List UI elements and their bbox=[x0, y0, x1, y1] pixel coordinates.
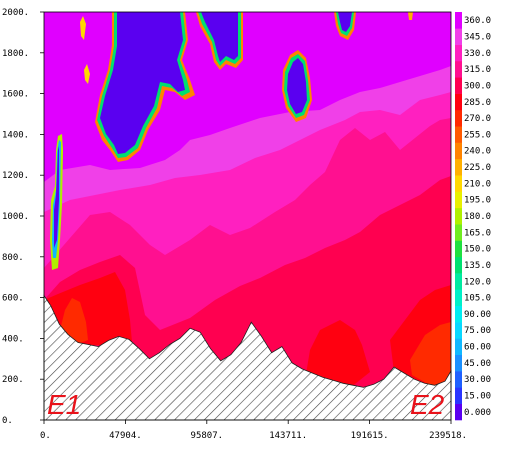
colorbar-swatch bbox=[455, 273, 462, 290]
colorbar-swatch bbox=[455, 289, 462, 307]
x-tick-label: 47904. bbox=[109, 431, 142, 441]
colorbar-swatch bbox=[455, 142, 462, 160]
terrain bbox=[43, 294, 452, 421]
colorbar-swatch bbox=[455, 224, 462, 241]
colorbar-label: 15.00 bbox=[464, 392, 491, 402]
colorbar-label: 315.0 bbox=[464, 65, 491, 75]
colorbar-swatch bbox=[455, 305, 462, 323]
field-speck-2 bbox=[84, 64, 90, 84]
field-band-270b bbox=[410, 322, 451, 390]
colorbar-swatch bbox=[455, 207, 462, 225]
colorbar-label: 105.0 bbox=[464, 294, 491, 304]
colorbar-label: 345.0 bbox=[464, 32, 491, 42]
colorbar-swatch bbox=[455, 44, 462, 62]
colorbar-label: 270.0 bbox=[464, 114, 491, 124]
y-tick-label: 400. bbox=[2, 334, 24, 344]
colorbar-label: 165.0 bbox=[464, 228, 491, 238]
colorbar-swatch bbox=[455, 191, 462, 209]
field-speck-1 bbox=[80, 16, 86, 40]
label-e2: E2 bbox=[410, 389, 445, 420]
x-tick-label: 143711. bbox=[269, 431, 307, 441]
x-tick-label: 191615. bbox=[351, 431, 389, 441]
colorbar-swatch bbox=[455, 403, 462, 421]
colorbar-swatch bbox=[455, 175, 462, 192]
colorbar-label: 30.00 bbox=[464, 375, 491, 385]
colorbar-swatch bbox=[455, 109, 462, 127]
terrain-profile bbox=[43, 294, 452, 421]
x-axis: 0. 47904. 95807. 143711. 191615. 239518. bbox=[40, 420, 467, 441]
field-low-top bbox=[338, 12, 352, 32]
colorbar-label: 150.0 bbox=[464, 245, 491, 255]
colorbar-swatch bbox=[455, 387, 462, 404]
colorbar-swatch bbox=[455, 371, 462, 388]
colorbar-swatch bbox=[455, 93, 462, 111]
field-low-main bbox=[100, 12, 185, 154]
colorbar-label: 135.0 bbox=[464, 261, 491, 271]
colorbar-swatch bbox=[455, 354, 462, 372]
colorbar-label: 45.00 bbox=[464, 359, 491, 369]
colorbar-swatch bbox=[455, 158, 462, 176]
y-tick-label: 1400. bbox=[2, 130, 29, 140]
y-tick-label: 2000. bbox=[2, 8, 29, 18]
field-band-285b bbox=[305, 320, 370, 388]
colorbar-swatch bbox=[455, 77, 462, 94]
y-tick-label: 1600. bbox=[2, 90, 29, 100]
colorbar-label: 120.0 bbox=[464, 277, 491, 287]
y-tick-label: 800. bbox=[2, 253, 24, 263]
field-speck-3 bbox=[408, 12, 413, 20]
colorbar-label: 75.00 bbox=[464, 326, 491, 336]
y-tick-label: 0. bbox=[2, 416, 13, 426]
colorbar-label: 90.00 bbox=[464, 310, 491, 320]
colorbar-label: 225.0 bbox=[464, 163, 491, 173]
colorbar-swatch bbox=[455, 338, 462, 356]
colorbar-swatch bbox=[455, 60, 462, 78]
colorbar-swatch bbox=[455, 28, 462, 45]
colorbar-swatch bbox=[455, 256, 462, 274]
y-tick-label: 1800. bbox=[2, 49, 29, 59]
colorbar-swatch bbox=[455, 126, 462, 143]
colorbar-label: 330.0 bbox=[464, 49, 491, 59]
colorbar-label: 195.0 bbox=[464, 196, 491, 206]
y-tick-label: 1200. bbox=[2, 171, 29, 181]
y-tick-label: 600. bbox=[2, 294, 24, 304]
colorbar-label: 240.0 bbox=[464, 147, 491, 157]
field-low-left-core bbox=[54, 146, 59, 248]
colorbar-label: 300.0 bbox=[464, 81, 491, 91]
field-low-col bbox=[201, 12, 238, 62]
colorbar-swatch bbox=[455, 240, 462, 258]
colorbar-label: 285.0 bbox=[464, 98, 491, 108]
colorbar-label: 180.0 bbox=[464, 212, 491, 222]
colorbar-label: 210.0 bbox=[464, 179, 491, 189]
y-tick-label: 200. bbox=[2, 375, 24, 385]
x-tick-label: 239518. bbox=[429, 431, 467, 441]
y-axis: 0. 200. 400. 600. 800. 1000. 1200. 1400. 1600. 18… bbox=[2, 8, 44, 426]
colorbar-swatch bbox=[455, 322, 462, 339]
colorbar-label: 255.0 bbox=[464, 130, 491, 140]
x-tick-label: 95807. bbox=[191, 431, 224, 441]
colorbar-swatch bbox=[455, 12, 462, 29]
field-low-blob bbox=[287, 58, 307, 114]
contour-field bbox=[44, 12, 451, 420]
colorbar-label: 60.00 bbox=[464, 343, 491, 353]
colorbar-label: 0.000 bbox=[464, 408, 491, 418]
colorbar: 0.000 15.00 30.00 45.00 60.00 75.00 90.00 105.0… bbox=[455, 12, 491, 421]
colorbar-label: 360.0 bbox=[464, 16, 491, 26]
y-tick-label: 1000. bbox=[2, 212, 29, 222]
label-e1: E1 bbox=[47, 389, 81, 420]
x-tick-label: 0. bbox=[40, 431, 51, 441]
